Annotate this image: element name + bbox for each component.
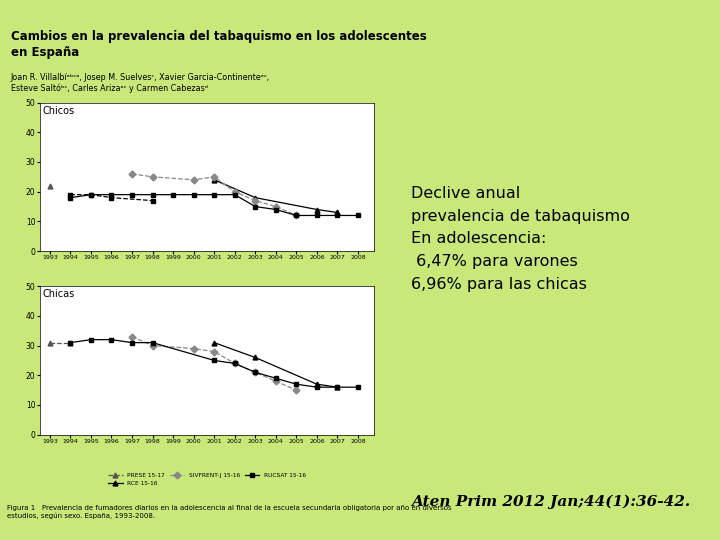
DCCLRO 15-16 [333,209,342,215]
DCCLRO 15-16 [312,206,321,213]
RUCSAT 15-16 [271,375,280,381]
RUCSAT 15-16 [251,369,260,376]
RUCSAT 15-16 [107,336,116,343]
Text: Joan R. Villalbíᵃᵇᶜᵃ, Josep M. Suelvesᶜ, Xavier Garcia-Continenteᵃᶜ,: Joan R. Villalbíᵃᵇᶜᵃ, Josep M. Suelvesᶜ,… [11,73,270,82]
EMCSAT 15-16 [66,194,75,201]
EMCSAT 15-16 [127,191,136,198]
PRESE 15-17 [45,339,54,346]
EMCSAT 15-16 [189,191,198,198]
Text: Chicos: Chicos [43,105,75,116]
SIVFRENT-J 15-16 [210,348,218,355]
SIVFRENT-A 15-16 [230,188,239,195]
Text: Aten Prim 2012 Jan;44(1):36-42.: Aten Prim 2012 Jan;44(1):36-42. [411,495,690,509]
RUCSAT 15-16 [86,336,95,343]
EMCSAT 15-16 [230,191,239,198]
RUCSAT 15-16 [230,360,239,367]
Line: RCE 15-16: RCE 15-16 [212,340,340,390]
SIVFRENT-J 15-16 [271,378,280,384]
Text: Cambios en la prevalencia del tabaquismo en los adolescentes
en España: Cambios en la prevalencia del tabaquismo… [11,30,426,59]
DCCLRO 15-16 [210,177,218,183]
RUCSAT 15-16 [354,384,362,390]
SIVFRENT-A 15-16 [210,173,218,180]
Line: PRESE 15-17: PRESE 15-17 [48,340,73,345]
SIVFRENT-J 15-16 [127,333,136,340]
ESTUDES 14-18 [66,191,75,198]
SIVFRENT-A 15-16 [127,171,136,177]
SIVFRENT-J 15-16 [148,342,157,349]
RCE 15-16 [210,339,218,346]
Text: Chicas: Chicas [43,289,75,299]
RCE 15-16 [312,381,321,388]
SIVFRENT-J 15-16 [251,369,260,376]
SIVFRENT-J 15-16 [292,387,301,393]
EMCSAT 15-16 [354,212,362,219]
Line: ESTUDES 14-18: ESTUDES 14-18 [68,192,155,203]
EMCSAT 15-16 [210,191,218,198]
Line: SIVFRENT-A 15-16: SIVFRENT-A 15-16 [130,171,299,218]
ESTUDES 14-18 [107,194,116,201]
Text: Declive anual
prevalencia de tabaquismo
En adolescencia:
 6,47% para varones
6,9: Declive anual prevalencia de tabaquismo … [411,186,630,292]
PRESE 15-17 [66,339,75,346]
EMCSAT 15-16 [107,191,116,198]
EMCSAT 15-16 [333,212,342,219]
RCE 15-16 [251,354,260,361]
Text: Figura 1   Prevalencia de fumadores diarios en la adolescencia al final de la es: Figura 1 Prevalencia de fumadores diario… [7,505,452,519]
SIVFRENT-J 15-16 [230,360,239,367]
Text: Esteve Saltóᵇᶜ, Carles Arizaᵃᶜ y Carmen Cabezasᵈ: Esteve Saltóᵇᶜ, Carles Arizaᵃᶜ y Carmen … [11,84,208,93]
Line: SIVFRENT-J 15-16: SIVFRENT-J 15-16 [130,334,299,393]
RCE 15-16 [333,384,342,390]
EMCSAT 15-16 [168,191,177,198]
RUCSAT 15-16 [127,339,136,346]
RUCSAT 15-16 [292,381,301,388]
SIVFRENT-J 15-16 [189,346,198,352]
Legend: PRESE 15-17, RCE 15-16, SIVFRENT-J 15-16, RUCSAT 15-16: PRESE 15-17, RCE 15-16, SIVFRENT-J 15-16… [106,470,308,488]
RUCSAT 15-16 [333,384,342,390]
Line: RUCSAT 15-16: RUCSAT 15-16 [68,337,361,390]
SIVFRENT-A 15-16 [292,212,301,219]
EMCSAT 15-16 [251,203,260,210]
RUCSAT 15-16 [148,339,157,346]
RUCSAT 15-16 [312,384,321,390]
SIVFRENT-A 15-16 [189,177,198,183]
EMCSAT 15-16 [312,212,321,219]
ESTUDES 14-18 [86,191,95,198]
SIVFRENT-A 15-16 [148,173,157,180]
EMCSAT 15-16 [292,212,301,219]
SIVFRENT-A 15-16 [251,197,260,204]
EMCSAT 15-16 [86,191,95,198]
DCCLRO 15-16 [251,194,260,201]
Line: DCCLRO 15-16: DCCLRO 15-16 [212,177,340,215]
EMCSAT 15-16 [148,191,157,198]
ESTUDES 14-18 [148,197,157,204]
Line: EMCSAT 15-16: EMCSAT 15-16 [68,192,361,218]
Legend: ENSE 15-17, ESTUDES 14-18, DCCLRO 15-16, SIVFRENT-A 15-16, EMCSAT 15-16: ENSE 15-17, ESTUDES 14-18, DCCLRO 15-16,… [100,287,314,305]
SIVFRENT-A 15-16 [271,203,280,210]
EMCSAT 15-16 [271,206,280,213]
RUCSAT 15-16 [66,339,75,346]
RUCSAT 15-16 [210,357,218,364]
